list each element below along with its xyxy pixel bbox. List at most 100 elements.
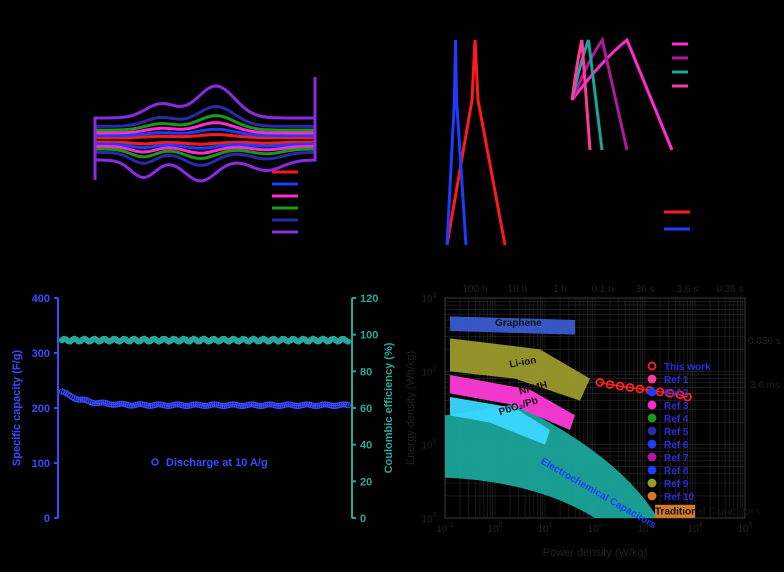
discharge-point [283,401,290,408]
discharge-point [190,401,197,408]
ragone-top-label: 0.36 s [716,284,743,295]
nimh-region [450,375,575,430]
gcd-multi-curve-1 [570,37,674,151]
discharge-point [264,401,271,408]
ragone-legend-label-1: This work [664,362,711,373]
gcd-multi-panel [570,36,688,151]
region-label-6: Traditional Capacitors [655,506,760,517]
ragone-legend-label-3: Ref 2 [664,388,689,399]
region-label-1: Graphene [495,318,542,329]
this-work-point [683,392,692,402]
li-ion-region [450,338,590,401]
discharge-point [110,401,117,408]
discharge-point [320,401,327,408]
cv-panel [93,77,317,234]
region-label-2: Li-ion [509,355,538,371]
discharge-point [248,401,255,408]
discharge-point [135,401,142,408]
ragone-x-axis-label: Power density (W/kg) [543,547,648,559]
discharge-point [126,402,133,409]
cycling-left-tick-label-100: 100 [32,458,50,470]
ragone-legend-marker-7 [647,439,657,449]
ragone-legend-label-2: Ref 1 [664,375,689,386]
discharge-point [174,401,181,408]
cv-curve-6 [93,77,317,183]
ec-region [445,404,658,518]
cycling-left-axis-label: Specific capacity (F/g) [11,350,23,466]
discharge-point [209,401,216,408]
discharge-point [285,401,292,408]
ragone-legend-label-8: Ref 7 [664,453,689,464]
discharge-point [75,396,82,403]
cycling-left-tick-label-200: 200 [32,403,50,415]
this-work-point [655,387,665,397]
discharge-point [246,401,253,408]
discharge-point [303,401,310,408]
discharge-point [274,402,282,410]
discharge-point [192,401,199,408]
discharge-point [338,401,345,408]
cycling-right-axis-label: Coulombic efficiency (%) [383,342,395,473]
discharge-point [293,402,300,410]
gcd-multi-curve-4 [570,39,592,151]
ragone-legend-marker-6 [647,426,657,436]
ragone-legend-label-10: Ref 9 [664,479,689,490]
ragone-legend-label-4: Ref 3 [664,401,689,412]
cycling-left-tick-label-400: 400 [32,293,50,305]
discharge-point [229,401,236,408]
ragone-legend-label-9: Ref 8 [664,466,689,477]
ragone-legend-label-11: Ref 10 [664,492,694,503]
ragone-y-axis-label: Energy density (Wh/kg) [405,351,417,465]
ragone-right-label-1: 0.036 s [748,336,781,347]
discharge-point [221,402,228,410]
gcd-pair-curve-1 [445,39,507,246]
discharge-point [116,400,123,407]
discharge-point [172,401,179,408]
ragone-top-label: 100 h [462,284,487,295]
cycling-right-tick-label-60: 60 [360,403,372,415]
cycling-right-tick-label-120: 120 [360,293,378,305]
discharge-point [312,402,319,410]
ragone-legend-label-6: Ref 5 [664,427,689,438]
ragone-right-label-2: 3.6 ms [750,380,780,391]
this-work-point [625,383,635,392]
ragone-legend-marker-3 [647,387,657,397]
ragone-legend-marker-2 [647,374,657,384]
gcd-pair-panel [445,39,690,246]
cycling-right-tick-label-0: 0 [360,513,366,525]
discharge-point [145,402,152,409]
discharge-point [163,402,170,409]
trad-cap-region [655,504,695,518]
discharge-point [77,396,84,403]
cycling-right-tick-label-40: 40 [360,440,372,452]
discharge-point [137,401,144,408]
ragone-legend-label-5: Ref 4 [664,414,689,425]
ragone-legend-marker-11 [647,491,657,501]
discharge-point [330,402,337,410]
discharge-point [237,402,245,410]
ragone-legend-label-7: Ref 6 [664,440,689,451]
discharge-point [235,402,242,409]
ragone-top-label: 1 h [553,284,567,295]
ragone-top-label: 36 s [636,284,655,295]
this-work-point [595,377,605,387]
cycling-right-tick-label-80: 80 [360,366,372,378]
ragone-legend-marker-1 [647,361,657,371]
cycling-right-tick-label-20: 20 [360,476,372,488]
ragone-top-label: 10 h [508,284,527,295]
discharge-point [118,400,125,407]
discharge-point [155,401,162,408]
cycling-legend-label: Discharge at 10 A/g [166,457,268,469]
this-work-point [635,384,645,394]
discharge-point [211,401,218,408]
discharge-point [291,402,298,409]
discharge-point [309,402,317,409]
discharge-point [256,402,263,410]
discharge-point [202,402,210,410]
cycling-right-tick-label-100: 100 [360,330,378,342]
ragone-legend-marker-9 [647,465,657,475]
ragone-top-label: 0.1 h [591,284,613,295]
discharge-point [200,402,208,410]
